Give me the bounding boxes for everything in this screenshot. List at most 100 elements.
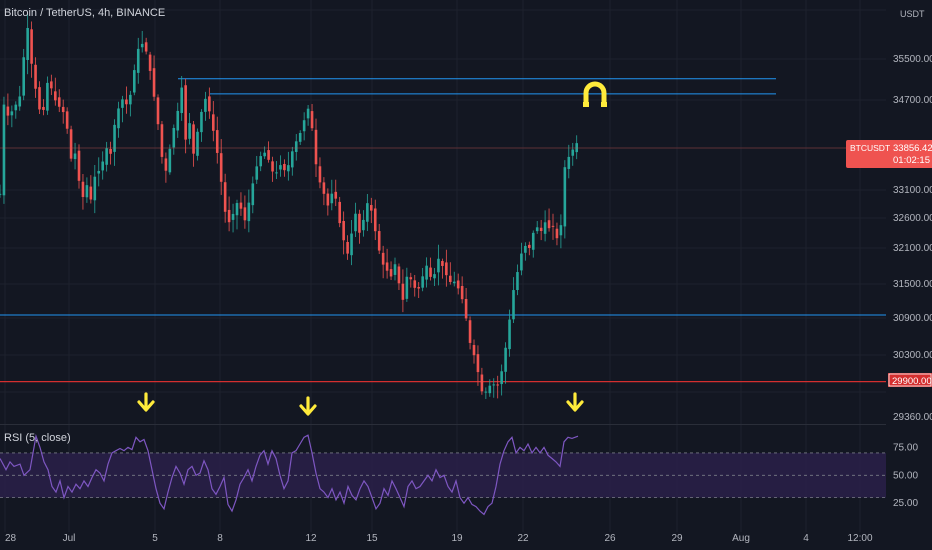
candle [85,177,89,203]
candle [239,192,243,216]
candle [334,179,338,207]
candle [215,116,219,164]
candle [279,155,282,177]
candle [133,64,136,96]
candle [401,269,405,313]
candle-body [449,275,452,282]
candle [97,157,101,187]
rsi-axis-labels: 75.00 50.00 25.00 [893,442,918,509]
candle-body [255,166,259,180]
candle [208,87,211,119]
candle [77,144,81,189]
candle-body [81,181,85,198]
candle-body [539,227,543,232]
candle [6,93,10,126]
price-tick-label: 35500.00 [893,54,932,65]
candle [93,164,97,214]
time-tick-label: 28 [5,533,17,544]
candle-body [318,166,322,183]
candle-body [389,269,393,277]
candle-body [227,209,231,223]
candle [504,342,507,384]
candle-body [543,222,547,234]
candle-body [350,233,353,256]
candle-body [512,290,515,320]
candle [366,193,369,232]
rsi-tick-label: 25.00 [893,498,918,509]
candle [472,339,476,364]
candle-body [34,64,37,89]
price-tick-label: 34700.00 [893,95,932,106]
candle-body [472,345,476,356]
candle [271,156,274,182]
candle-body [148,54,152,71]
time-tick-label: Aug [732,533,750,544]
candle-body [188,123,191,139]
candle-body [370,205,373,211]
time-tick-label: 4 [803,533,809,544]
candle [22,48,25,101]
candle [417,282,420,299]
time-tick-label: 15 [366,533,378,544]
candle-body [508,319,511,350]
candle [0,184,2,198]
candle-body [89,186,93,200]
candle-body [93,176,97,201]
candle-body [492,384,496,386]
time-tick-label: 22 [517,533,529,544]
candle-body [172,127,176,148]
candle [156,94,160,130]
level-tag-label: 29900.00 [892,376,932,387]
time-tick-label: 8 [217,533,223,544]
candle [200,109,203,142]
candle [460,276,464,304]
candle-body [109,148,112,154]
candle-body [405,276,409,299]
candle [512,277,515,324]
time-tick-label: 19 [451,533,463,544]
candle-body [559,225,563,236]
candle-body [555,228,559,239]
candle [539,219,543,241]
price-tick-label: 30900.00 [893,313,932,324]
candle [196,128,199,161]
candle [2,96,6,204]
candle-body [377,231,381,251]
candle-body [291,151,294,168]
candle [50,74,53,96]
candle [42,99,45,116]
candle-body [354,213,357,232]
candle [429,257,432,281]
candle [524,242,527,261]
candle-body [397,266,401,284]
candle-body [77,150,81,181]
candle-body [294,141,298,152]
candle [30,21,33,78]
candle-body [180,87,183,114]
candle-body [271,161,274,172]
candle-body [306,108,310,119]
candle [144,37,148,55]
candle-body [243,207,247,221]
candle [54,77,57,106]
candle [129,90,132,117]
candle-body [362,219,365,231]
candle [516,264,519,296]
candle-body [219,153,223,182]
candle-body [302,120,306,132]
candle-body [54,91,57,101]
candle-body [204,98,207,112]
candle-body [358,213,361,233]
candle [188,112,191,145]
candle-body [140,43,144,48]
candle-body [421,276,424,288]
candle-body [42,106,45,110]
candle [109,141,112,165]
candle-body [38,87,41,110]
candle-body [488,385,492,394]
price-tick-label: 32100.00 [893,243,932,254]
candle [476,345,480,386]
price-tag: BTCUSDT 33856.42 01:02:15 [846,140,932,168]
candle-body [429,267,432,277]
